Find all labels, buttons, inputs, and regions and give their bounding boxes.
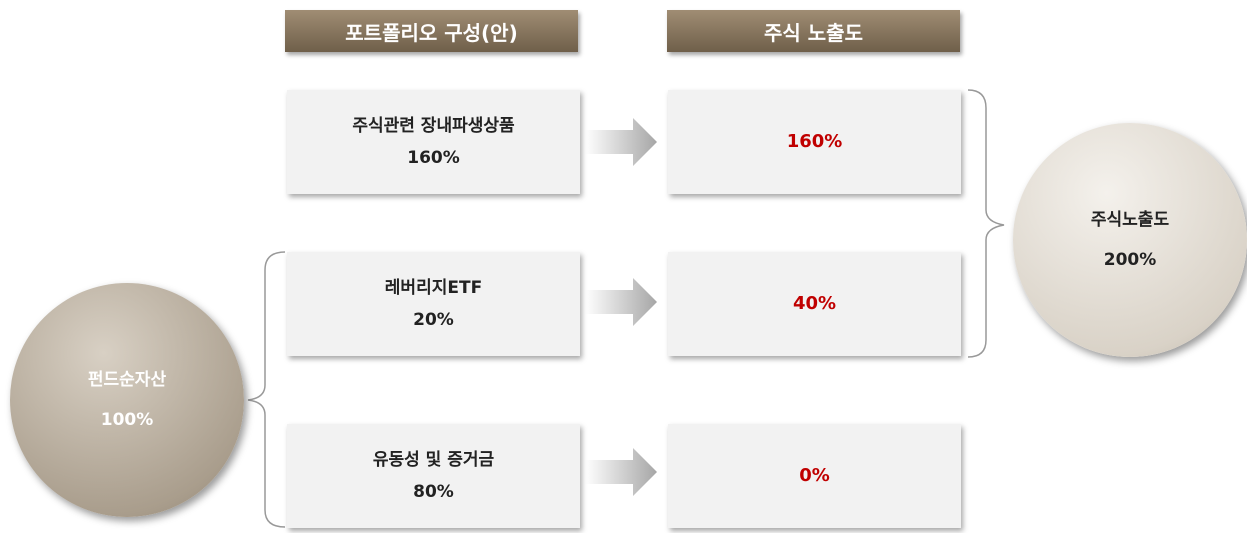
asset-weight: 160% [407, 148, 460, 168]
asset-box: 주식관련 장내파생상품 160% [287, 90, 580, 194]
asset-weight: 80% [413, 482, 454, 502]
arrows [585, 118, 657, 496]
total-circle: 주식노출도 200% [1013, 123, 1247, 357]
header: 포트폴리오 구성(안) [285, 10, 578, 52]
fund-value: 100% [100, 410, 154, 430]
asset-box: 유동성 및 증거금 80% [287, 424, 580, 528]
fund-label: 펀드순자산 [87, 370, 167, 390]
total-value: 200% [1103, 250, 1157, 270]
asset-name: 레버리지ETF [384, 278, 483, 298]
exposure-value: 160% [786, 131, 843, 152]
right-bracket [967, 89, 1005, 358]
exposure-box: 40% [668, 252, 961, 356]
fund-circle: 펀드순자산 100% [10, 283, 244, 517]
left-bracket [247, 251, 286, 528]
exposure-value: 40% [792, 293, 837, 314]
total-label: 주식노출도 [1090, 210, 1170, 230]
asset-name: 유동성 및 증거금 [372, 450, 495, 470]
asset-name: 주식관련 장내파생상품 [352, 116, 515, 136]
exposure-box: 0% [668, 424, 961, 528]
header: 주식 노출도 [667, 10, 960, 52]
exposure-value: 0% [799, 465, 830, 486]
exposure-box: 160% [668, 90, 961, 194]
asset-box: 레버리지ETF 20% [287, 252, 580, 356]
asset-weight: 20% [413, 310, 454, 330]
